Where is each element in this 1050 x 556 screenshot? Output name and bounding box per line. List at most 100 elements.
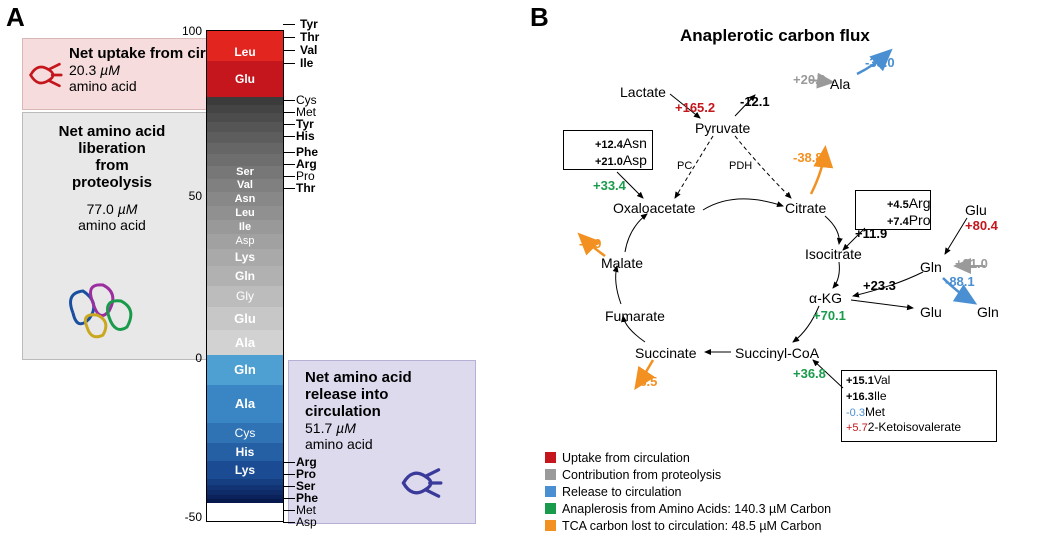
node-label: Gln (977, 304, 999, 320)
flux-value: +31.0 (955, 256, 988, 271)
box-asn-asp (563, 130, 653, 170)
bar-segment-label: Ala (207, 385, 283, 423)
leader-line (283, 164, 295, 165)
bar-segment (207, 154, 283, 166)
bar-segment (207, 143, 283, 154)
bar-segment-label: Lys (207, 461, 283, 479)
leader-line (283, 498, 295, 499)
legend-row: TCA carbon lost to circulation: 48.5 µM … (545, 518, 831, 535)
node-label: PDH (729, 160, 752, 172)
legend-row: Release to circulation (545, 484, 831, 501)
box-row: +16.3Ile (846, 389, 992, 405)
bar-segment-label: Gln (207, 355, 283, 385)
leader-label: Thr (296, 182, 315, 195)
legend-row: Uptake from circulation (545, 450, 831, 467)
node-label: Glu (965, 202, 987, 218)
box-row: +5.72-Ketoisovalerate (846, 420, 992, 436)
flux-value: +80.4 (965, 218, 998, 233)
flux-value: +23.3 (863, 278, 896, 293)
bar-segment-label: Leu (207, 43, 283, 61)
leader-line (283, 152, 295, 153)
bar-segment: Val (207, 179, 283, 192)
legend-swatch (545, 469, 556, 480)
bar-segment: His (207, 443, 283, 461)
flux-value: +33.4 (593, 178, 626, 193)
leader-line (283, 486, 295, 487)
leader-line (283, 474, 295, 475)
flux-value: -38.8 (793, 150, 823, 165)
vein-icon (399, 461, 443, 505)
bar-segment: Gln (207, 355, 283, 385)
leader-line (283, 112, 295, 113)
y-tick: 50 (172, 189, 202, 203)
node-label: PC (677, 160, 692, 172)
bar-segment: Glu (207, 307, 283, 330)
y-tick: 100 (172, 24, 202, 38)
legend-text: TCA carbon lost to circulation: 48.5 µM … (562, 519, 821, 533)
proteo-t1: Net amino acid (37, 123, 187, 140)
flux-value: +70.1 (813, 308, 846, 323)
vessel-icon (27, 57, 63, 93)
proteo-value: 77.0 µM (37, 201, 187, 217)
flux-value: -12.1 (740, 94, 770, 109)
bar-segment: Ile (207, 220, 283, 234)
proteo-t3: from (37, 157, 187, 174)
panel-b: Anaplerotic carbon flux (525, 0, 1050, 556)
node-label: Malate (601, 255, 643, 271)
box-succinyl: +15.1Val+16.3Ile-0.3Met+5.72-Ketoisovale… (841, 370, 997, 442)
leader-line (283, 24, 295, 25)
leader-label: Ile (300, 57, 313, 70)
bar-segment: Asp (207, 234, 283, 249)
legend-swatch (545, 486, 556, 497)
bar-segment: Asn (207, 192, 283, 206)
bar-segment-label: Val (207, 179, 283, 192)
node-label: Glu (920, 304, 942, 320)
leader-line (283, 522, 295, 523)
stacked-bar: LeuGluSerValAsnLeuIleAspLysGlnGlyGluAlaG… (206, 30, 284, 522)
bar-segment (207, 122, 283, 132)
box-row: +15.1Val (846, 373, 992, 389)
bar-segment-label: Lys (207, 249, 283, 266)
box-row: -0.3Met (846, 405, 992, 421)
legend-swatch (545, 452, 556, 463)
bar-segment: Gln (207, 266, 283, 286)
bar-segment-label: Glu (207, 307, 283, 330)
node-label: Fumarate (605, 308, 665, 324)
legend-swatch (545, 503, 556, 514)
rel-t2: release into (305, 386, 412, 403)
bar-segment: Leu (207, 206, 283, 220)
bar-segment-label: Asn (207, 192, 283, 206)
bar-segment-label: Glu (207, 61, 283, 97)
leader-line (283, 124, 295, 125)
bar-segment: Ala (207, 330, 283, 355)
node-label: Lactate (620, 84, 666, 100)
panel-a: Net uptake from circulation 20.3 µM amin… (0, 0, 500, 556)
proteo-t4: proteolysis (37, 174, 187, 191)
node-label: Gln (920, 259, 942, 275)
bar-segment: Glu (207, 61, 283, 97)
flux-value: -88.1 (945, 274, 975, 289)
flux-value: -6.5 (635, 374, 657, 389)
bar-segment (207, 113, 283, 122)
leader-label: His (296, 130, 315, 143)
leader-line (283, 50, 295, 51)
flux-value: +20.9 (793, 72, 826, 87)
leader-line (283, 462, 295, 463)
y-tick: 0 (172, 351, 202, 365)
bar-segment (207, 499, 283, 503)
bar-segment: Lys (207, 461, 283, 479)
proteo-sub: amino acid (37, 217, 187, 233)
node-label: Succinyl-CoA (735, 345, 819, 361)
legend-row: Contribution from proteolysis (545, 467, 831, 484)
bar-segment-label: His (207, 443, 283, 461)
bar-segment-label: Gln (207, 266, 283, 286)
bar-segment: Lys (207, 249, 283, 266)
bar-segment-label: Cys (207, 423, 283, 443)
legend-text: Release to circulation (562, 485, 682, 499)
bar-segment (207, 132, 283, 143)
node-label: Citrate (785, 200, 826, 216)
legend-text: Uptake from circulation (562, 451, 690, 465)
leader-label: Thr (300, 31, 319, 44)
bar-segment-label: Asp (207, 234, 283, 249)
leader-line (283, 100, 295, 101)
